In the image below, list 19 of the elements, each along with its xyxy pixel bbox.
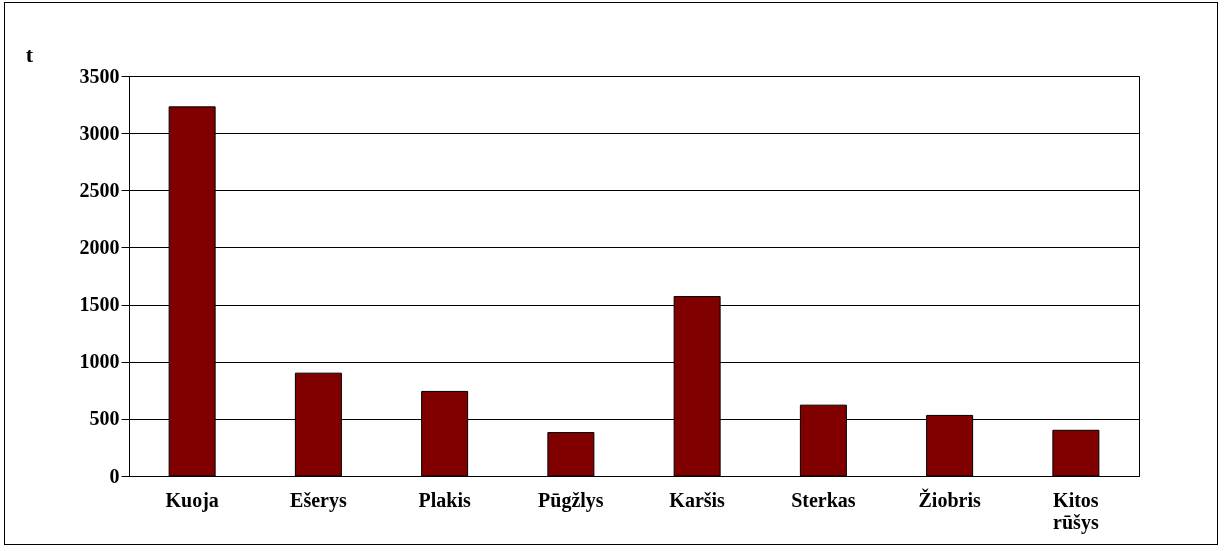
y-tick-label: 500 — [89, 407, 120, 430]
y-tick-label: 1500 — [79, 293, 120, 316]
y-tick-label: 2000 — [79, 235, 120, 258]
x-tick-label: Karšis — [669, 488, 726, 511]
x-tick-label: Žiobris — [918, 487, 981, 511]
x-tick-label: Kitos rūšys — [1053, 488, 1099, 534]
x-tick-label: Ešerys — [290, 488, 347, 512]
x-tick-label: Kuoja — [165, 488, 219, 512]
y-tick-label: 1000 — [79, 350, 120, 373]
y-tick-label: 2500 — [79, 178, 120, 201]
y-tick-label: 3500 — [79, 64, 120, 87]
bar — [547, 432, 595, 477]
bar — [1052, 429, 1100, 477]
y-axis-title: t — [25, 41, 34, 67]
x-tick-label: Plakis — [418, 488, 471, 511]
y-tick-label: 0 — [109, 464, 120, 487]
x-tick-label: Pūgžlys — [538, 488, 604, 512]
x-tick-label: Sterkas — [791, 488, 856, 511]
y-tick-label: 3000 — [79, 121, 120, 144]
